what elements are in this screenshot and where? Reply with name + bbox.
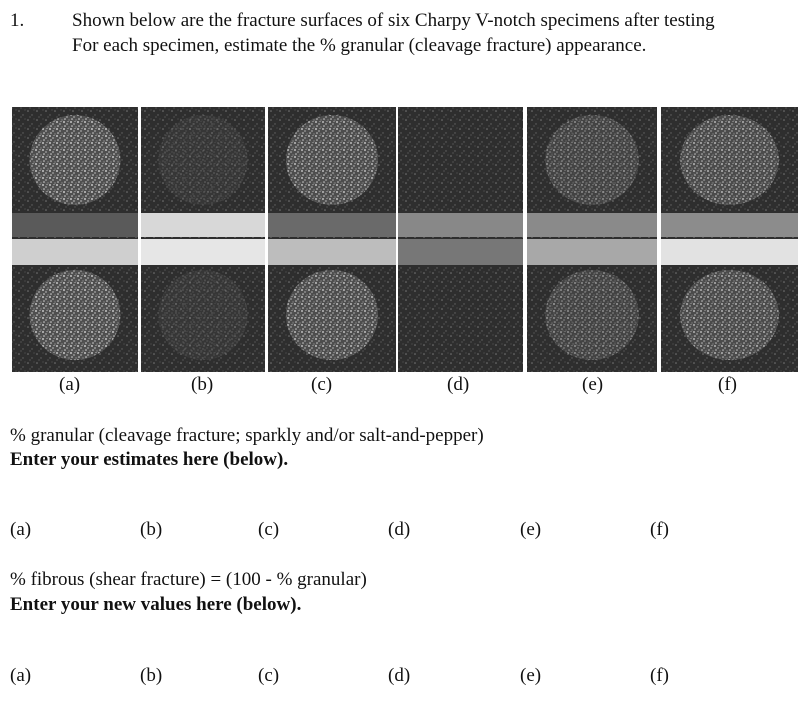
photo-part — [285, 115, 379, 205]
specimen-label: (e) — [520, 519, 542, 540]
specimen-label: (f) — [650, 665, 669, 686]
specimen-label: (d) — [388, 665, 411, 686]
specimen-label: (d) — [447, 374, 470, 395]
specimen-label: (a) — [10, 665, 32, 686]
photo-part — [158, 270, 248, 360]
photo-part — [268, 239, 396, 265]
specimen-label: (d) — [388, 519, 411, 540]
section-instruction: Enter your new values here (below). — [10, 594, 302, 615]
photo-part — [398, 239, 523, 265]
photo-part — [680, 270, 779, 360]
specimen-label: (b) — [191, 374, 214, 395]
specimen-photos — [12, 107, 798, 372]
specimen-label: (e) — [520, 665, 542, 686]
question-line: Shown below are the fracture surfaces of… — [72, 10, 715, 31]
photo-part — [29, 270, 121, 360]
specimen-label: (a) — [10, 519, 32, 540]
photo-part — [285, 270, 379, 360]
photo-part — [141, 213, 265, 237]
photo-part — [527, 213, 657, 237]
photo-part — [545, 270, 639, 360]
photo-group — [12, 107, 798, 372]
specimen-label: (b) — [140, 519, 163, 540]
photo-part — [141, 239, 265, 265]
photo-part — [398, 213, 523, 237]
specimen-label: (f) — [650, 519, 669, 540]
specimen-label: (c) — [258, 665, 280, 686]
specimen-label: (c) — [311, 374, 333, 395]
photo-part — [527, 239, 657, 265]
specimen-label: (f) — [718, 374, 737, 395]
specimen-label: (b) — [140, 665, 163, 686]
photo-part — [680, 115, 779, 205]
section-heading: % fibrous (shear fracture) = (100 - % gr… — [10, 569, 367, 590]
photo-part — [268, 213, 396, 237]
photo-part — [661, 239, 798, 265]
section-heading: % granular (cleavage fracture; sparkly a… — [10, 425, 484, 446]
question-number: 1. — [10, 10, 25, 31]
photo-part — [29, 115, 121, 205]
question-line: For each specimen, estimate the % granul… — [72, 35, 647, 56]
specimen-label: (e) — [582, 374, 604, 395]
section-instruction: Enter your estimates here (below). — [10, 449, 289, 470]
specimen-label: (c) — [258, 519, 280, 540]
photo-part — [661, 213, 798, 237]
specimen-label: (a) — [59, 374, 81, 395]
photo-part — [545, 115, 639, 205]
photo-part — [158, 115, 248, 205]
photo-part — [12, 239, 138, 265]
photo-part — [12, 213, 138, 237]
